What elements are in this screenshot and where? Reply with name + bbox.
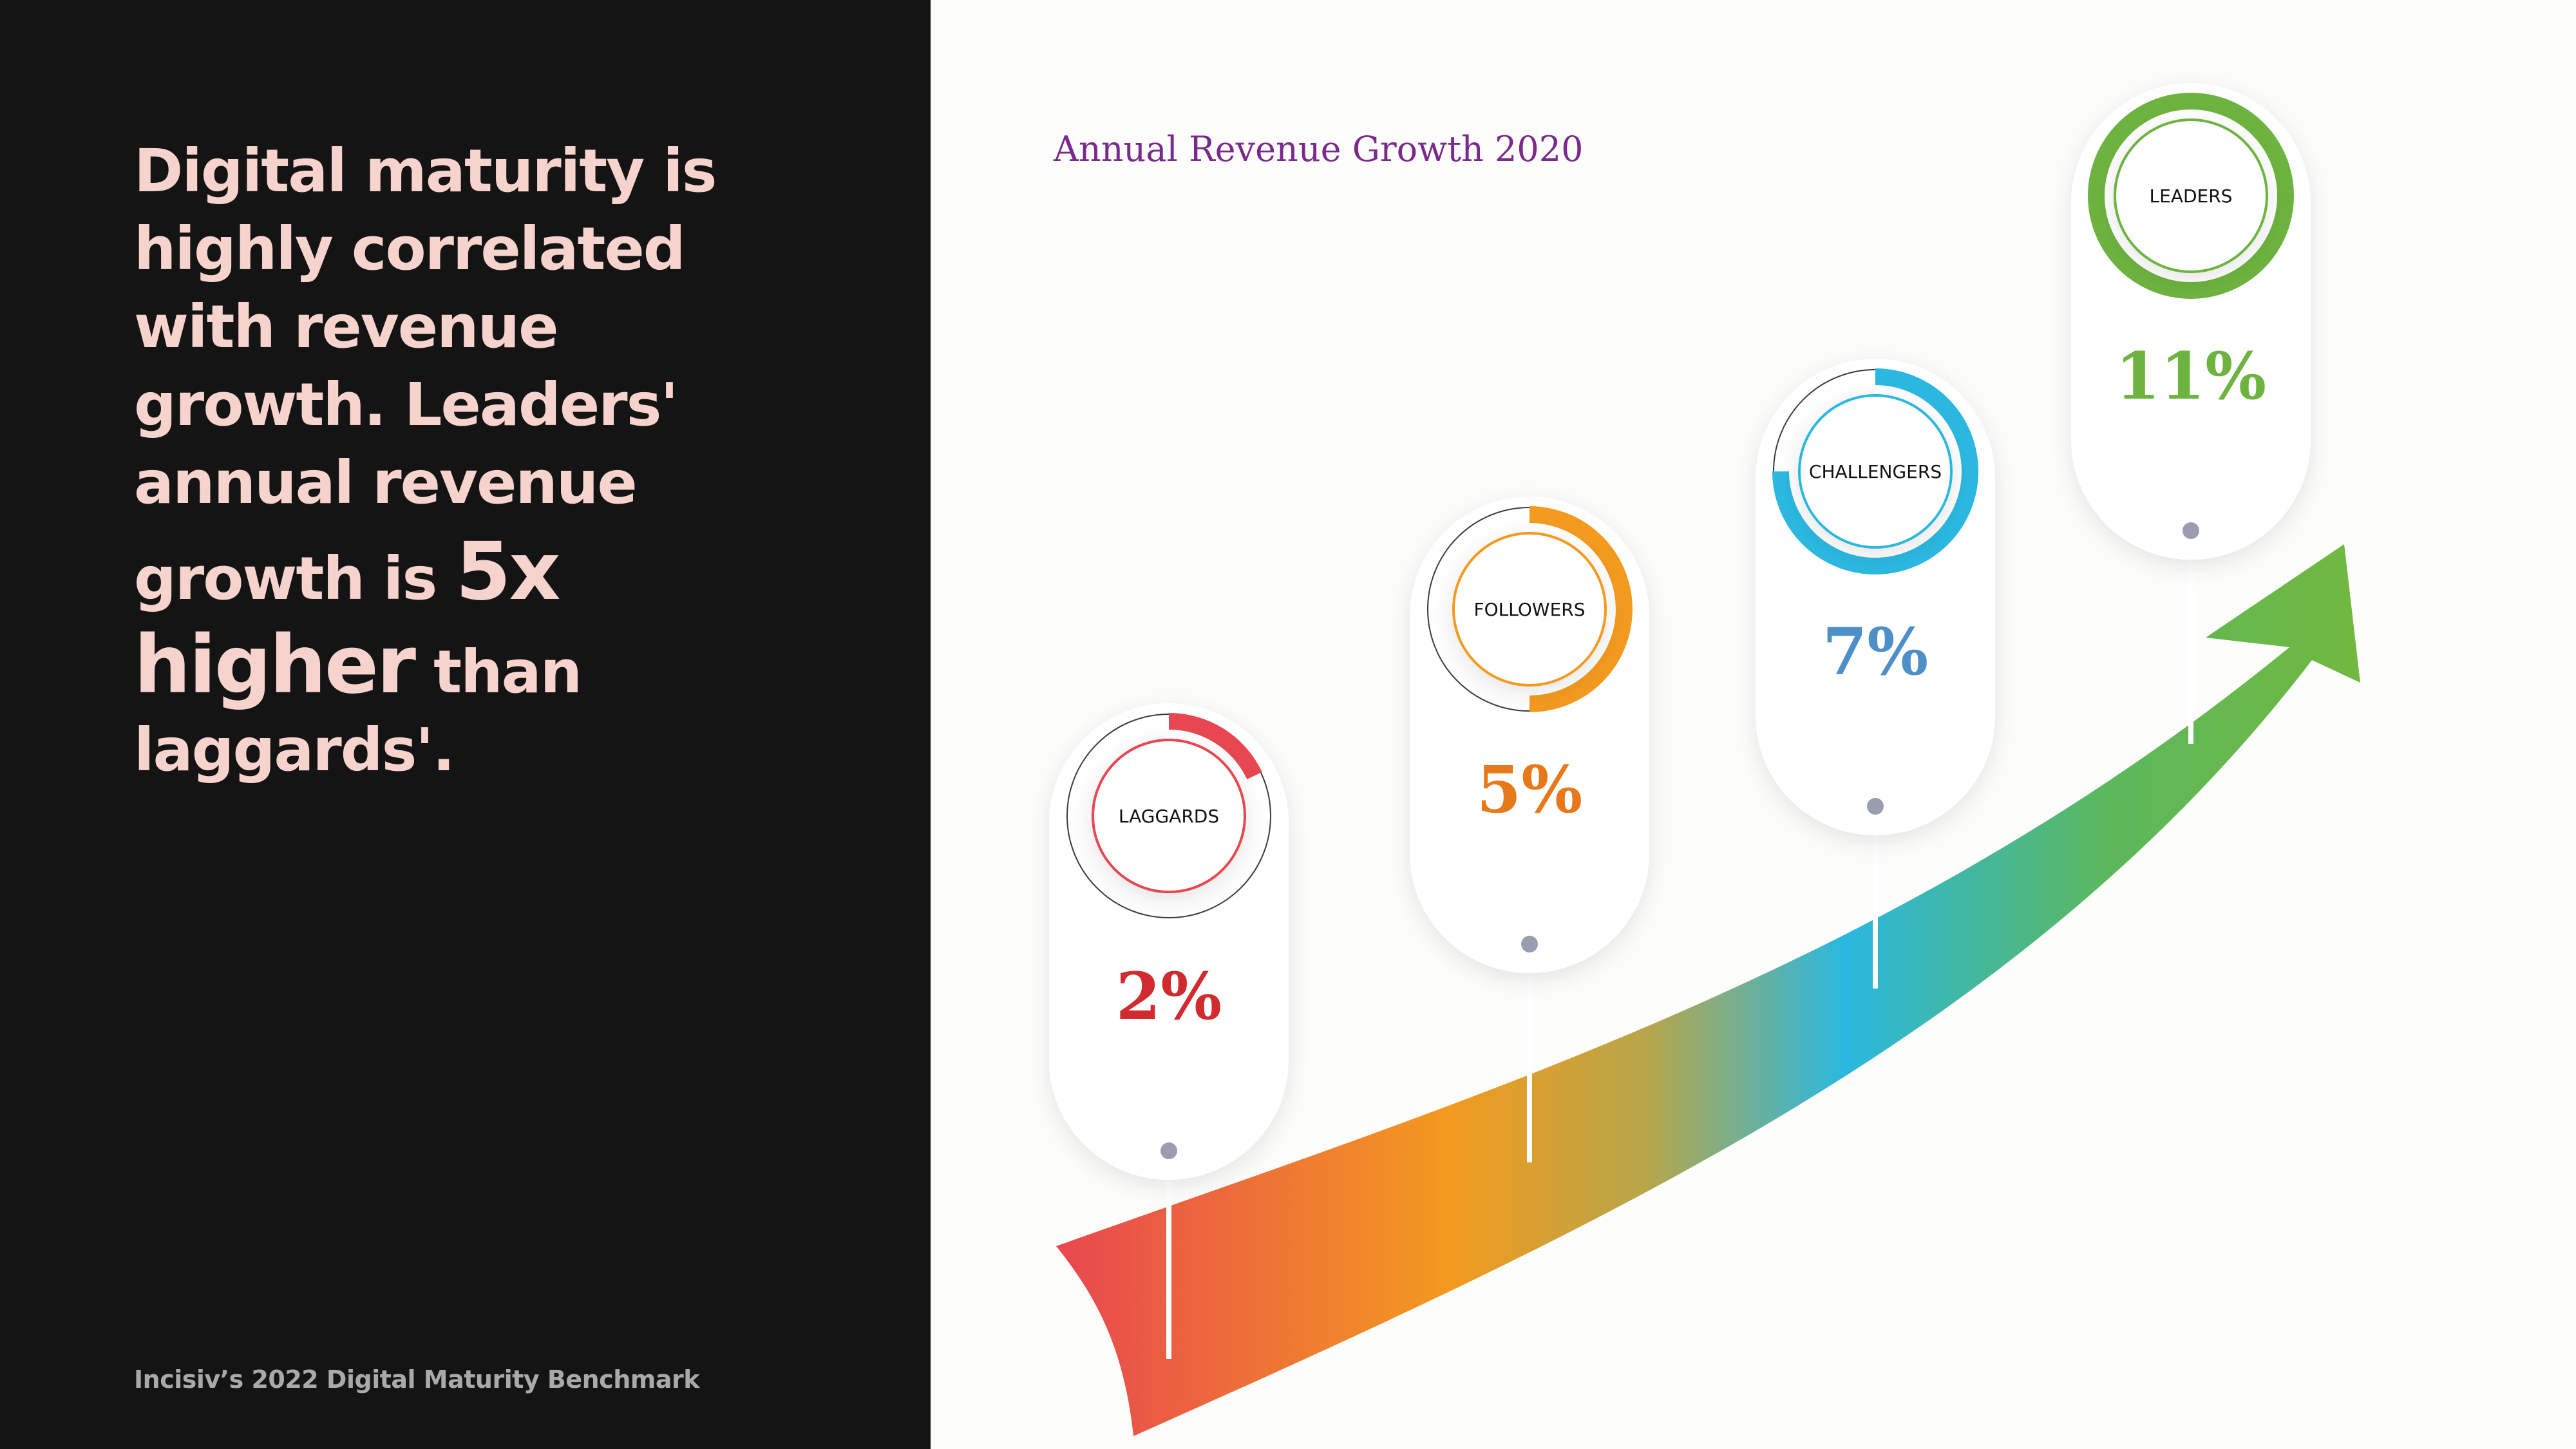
headline-higher: higher [134,619,416,712]
card-leaders: LEADERS 11% [2071,83,2311,744]
source-credit: Incisiv’s 2022 Digital Maturity Benchmar… [134,1365,700,1394]
category-label-laggards: LAGGARDS [1119,806,1219,827]
ring-progress-followers [1529,506,1633,712]
headline-line-5: annual revenue [134,448,638,517]
headline-line-6: growth is 5x [134,532,894,618]
headline-line-1: Digital maturity is [134,137,717,205]
card-challengers: CHALLENGERS 7% [1756,359,1995,989]
ring-inner-leaders [2114,118,2268,273]
ring-inner-challengers [1798,394,1953,549]
value-label-leaders: 11% [2116,338,2266,414]
headline-than: than [414,638,582,706]
left-panel [0,0,931,1449]
ring-progress-leaders [2088,93,2294,299]
headline-line-3: with revenue [134,292,559,361]
growth-arrow [1056,544,2360,1436]
card-followers: FOLLOWERS 5% [1410,497,1649,1162]
value-label-challengers: 7% [1823,614,1929,690]
headline-line-4: growth. Leaders' [134,370,679,439]
headline-growth-is: growth is [134,544,456,613]
headline: Digital maturity is highly correlated wi… [134,132,894,789]
value-label-followers: 5% [1477,752,1583,828]
value-label-laggards: 2% [1116,958,1222,1034]
ring-inner-followers [1452,532,1607,687]
headline-line-7: higher than [134,625,894,711]
card-dot-leaders [2183,522,2199,539]
card-dot-followers [1521,936,1538,952]
category-label-followers: FOLLOWERS [1474,599,1586,620]
ring-progress-challengers [1772,368,1978,574]
card-dot-challengers [1867,798,1884,815]
headline-5x: 5x [455,526,560,618]
category-label-challengers: CHALLENGERS [1809,461,1942,482]
category-label-leaders: LEADERS [2150,185,2233,207]
headline-line-2: highly correlated [134,214,686,283]
headline-line-8: laggards'. [134,715,455,784]
chart-title: Annual Revenue Growth 2020 [1054,129,1584,169]
ring-inner-laggards [1092,739,1246,893]
ring-progress-laggards [1168,713,1262,780]
card-laggards: LAGGARDS 2% [1049,703,1289,1359]
card-dot-laggards [1160,1142,1177,1159]
